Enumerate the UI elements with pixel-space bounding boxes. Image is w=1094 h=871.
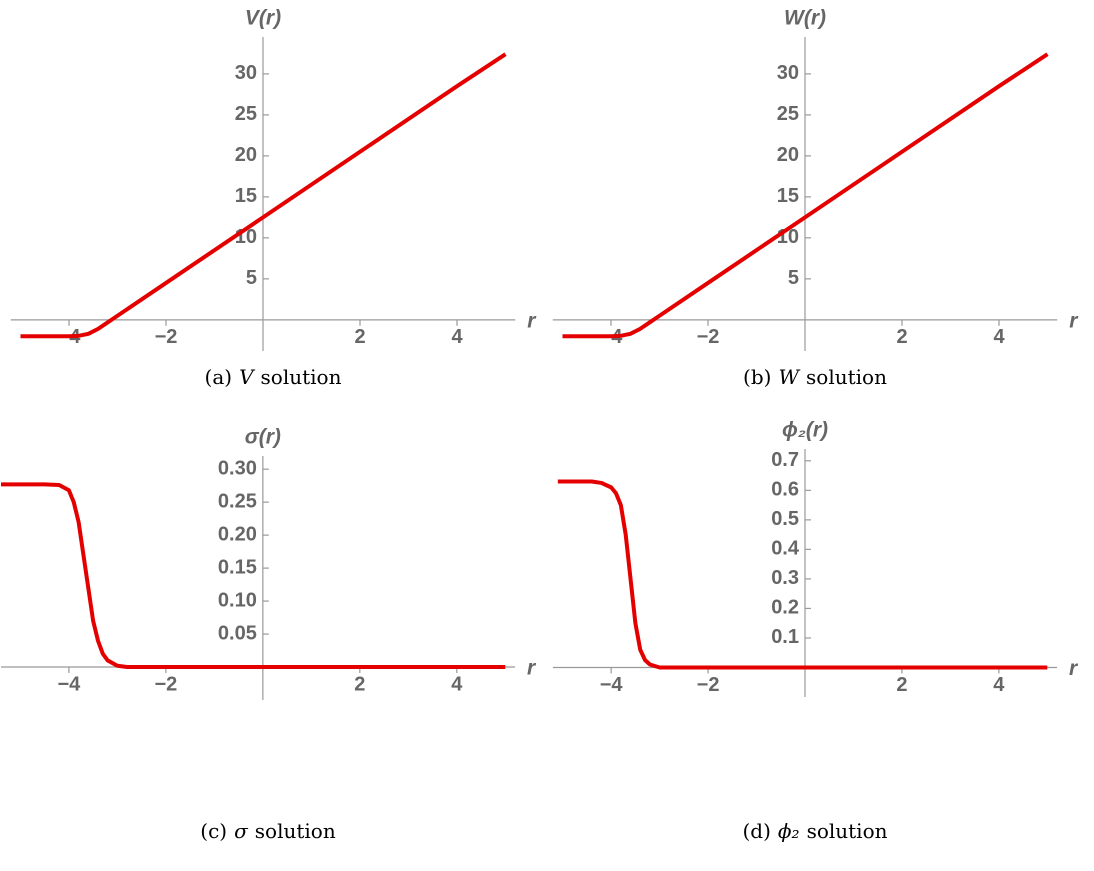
caption-symbol: ϕ₂	[778, 819, 800, 843]
caption-symbol: W	[778, 365, 800, 389]
y-tick-label: 0.05	[218, 622, 257, 644]
x-tick-label: 4	[451, 673, 463, 695]
x-axis-label: r	[527, 657, 537, 680]
y-tick-label: 0.3	[771, 567, 799, 589]
caption-label: (a)	[205, 365, 233, 389]
x-axis-label: r	[1069, 657, 1079, 680]
x-tick-label: −2	[155, 326, 178, 348]
y-tick-label: 5	[246, 267, 257, 289]
x-tick-label: 2	[896, 326, 907, 348]
y-tick-label: 20	[235, 144, 257, 166]
y-tick-label: 0.7	[771, 449, 799, 471]
y-axis-label: V(r)	[245, 7, 281, 30]
caption-text: solution	[806, 365, 887, 389]
caption-text: solution	[261, 365, 342, 389]
y-tick-label: 0.25	[218, 490, 257, 512]
y-tick-label: 0.30	[218, 457, 257, 479]
y-tick-label: 25	[777, 103, 799, 125]
figure: −4−22451015202530V(r)r(a)Vsolution−4−224…	[0, 0, 1094, 871]
y-tick-label: 0.6	[771, 479, 799, 501]
y-tick-label: 0.1	[771, 626, 799, 648]
y-tick-label: 5	[788, 267, 799, 289]
caption-text: solution	[807, 819, 888, 843]
caption-symbol: V	[239, 365, 256, 389]
y-tick-label: 0.15	[218, 556, 257, 578]
x-tick-label: 2	[354, 326, 365, 348]
y-tick-label: 0.10	[218, 589, 257, 611]
x-tick-label: −2	[154, 673, 177, 695]
y-tick-label: 30	[235, 62, 257, 84]
data-line	[558, 481, 1047, 667]
y-tick-label: 20	[777, 144, 799, 166]
x-tick-label: 4	[993, 326, 1005, 348]
caption-label: (c)	[200, 819, 227, 843]
caption-symbol: σ	[234, 819, 249, 843]
caption-label: (b)	[743, 365, 771, 389]
x-axis-label: r	[1069, 309, 1079, 332]
y-tick-label: 15	[235, 185, 257, 207]
x-axis-label: r	[527, 309, 537, 332]
y-axis-label: σ(r)	[245, 426, 281, 449]
x-tick-label: −4	[57, 673, 81, 695]
x-tick-label: −2	[697, 674, 720, 696]
x-tick-label: 2	[896, 674, 907, 696]
y-axis-label: ϕ₂(r)	[782, 419, 828, 442]
x-tick-label: 4	[993, 674, 1005, 696]
caption: (d) ϕ₂ solution	[742, 819, 887, 843]
y-tick-label: 0.2	[771, 597, 799, 619]
y-axis-label: W(r)	[784, 7, 826, 30]
x-tick-label: −2	[697, 326, 720, 348]
y-tick-label: 15	[777, 185, 799, 207]
caption-label: (d)	[742, 819, 770, 843]
caption-text: solution	[255, 819, 336, 843]
y-tick-label: 25	[235, 103, 257, 125]
y-tick-label: 0.20	[218, 523, 257, 545]
x-tick-label: −4	[600, 674, 624, 696]
y-tick-label: 30	[777, 62, 799, 84]
x-tick-label: 4	[451, 326, 463, 348]
y-tick-label: 0.5	[771, 508, 799, 530]
x-tick-label: 2	[354, 673, 365, 695]
y-tick-label: 0.4	[771, 538, 800, 560]
